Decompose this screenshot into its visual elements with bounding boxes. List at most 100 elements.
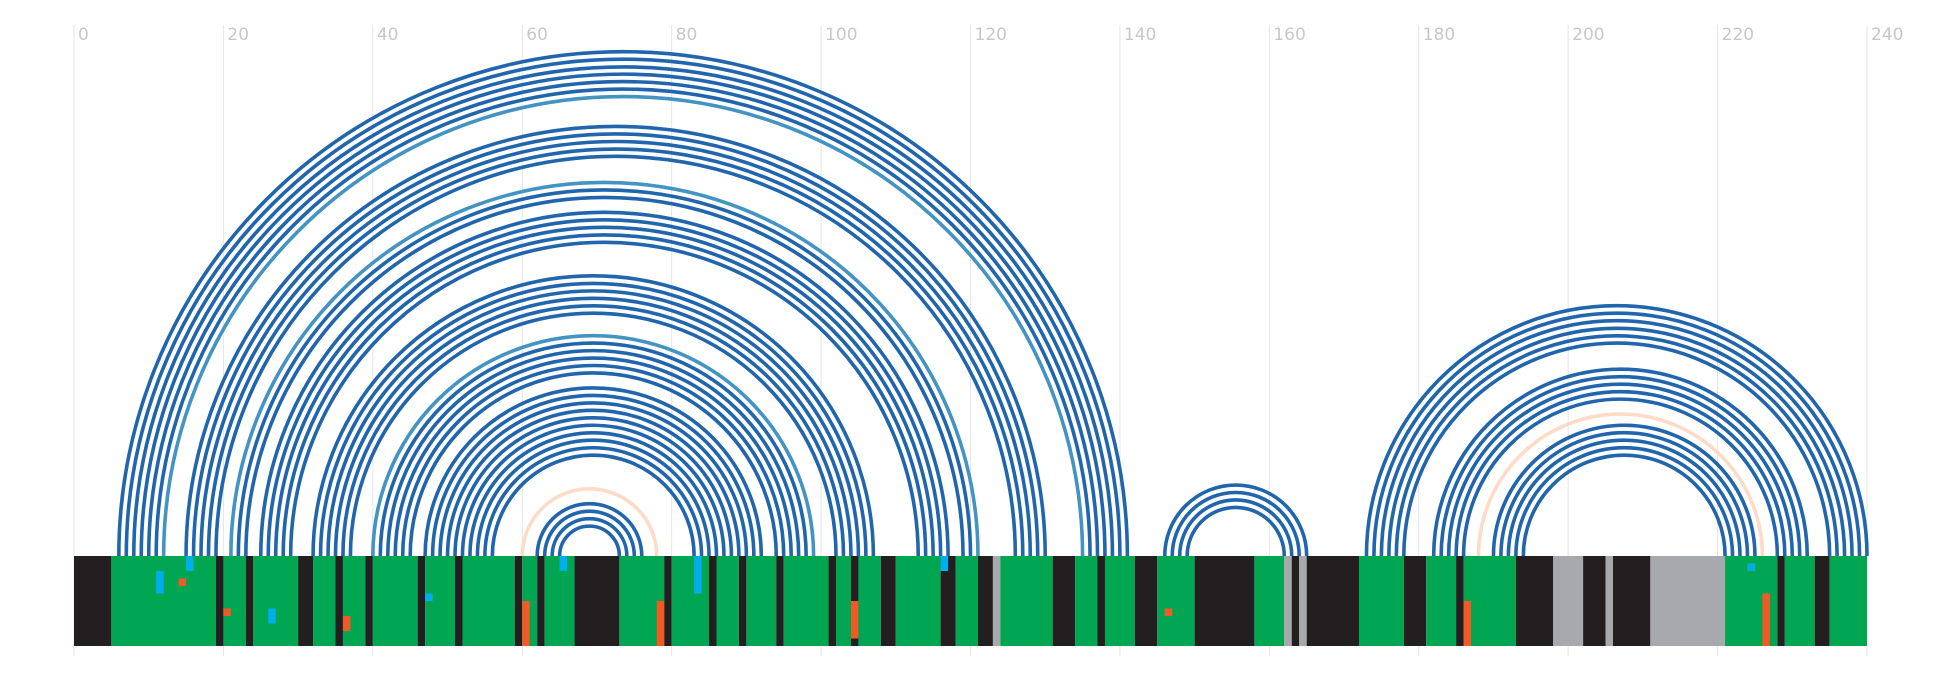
arc <box>266 218 943 557</box>
alignment-cell <box>522 601 530 646</box>
arc <box>475 438 711 557</box>
alignment-column <box>1157 556 1195 646</box>
alignment-cell <box>1463 601 1472 646</box>
arc <box>229 180 980 557</box>
arc <box>199 139 1033 557</box>
alignment-column <box>1515 556 1554 646</box>
arc <box>244 195 965 557</box>
arc <box>1476 412 1765 557</box>
arc <box>535 502 644 557</box>
arc <box>371 334 816 557</box>
alignment-column <box>1358 556 1404 646</box>
arc <box>333 296 853 557</box>
arc <box>258 210 950 557</box>
arc <box>1364 303 1869 557</box>
x-tick-label: 120 <box>975 25 1007 45</box>
alignment-cell <box>223 608 231 616</box>
alignment-column <box>111 556 216 646</box>
alignment-cell <box>342 616 351 631</box>
alignment-column <box>664 556 672 646</box>
alignment-column <box>858 556 881 646</box>
alignment-column <box>1291 556 1300 646</box>
alignment-cell <box>178 578 187 586</box>
arc <box>483 445 704 557</box>
alignment-column <box>828 556 837 646</box>
alignment-column <box>1306 556 1359 646</box>
alignment-column <box>1097 556 1105 646</box>
alignment-column <box>716 556 739 646</box>
x-tick-label: 80 <box>676 25 698 45</box>
alignment-column <box>1403 556 1427 646</box>
arc <box>1439 374 1802 557</box>
alignment-column <box>335 556 343 646</box>
arc <box>214 154 1018 557</box>
arc <box>542 509 637 557</box>
arc <box>124 57 1122 557</box>
arc <box>557 524 622 557</box>
x-tick-label: 140 <box>1124 25 1156 45</box>
alignment-column <box>746 556 777 646</box>
arc <box>341 303 846 557</box>
arc <box>468 430 719 557</box>
arc <box>400 363 786 557</box>
x-tick-label: 40 <box>377 25 399 45</box>
arc <box>1185 505 1287 557</box>
alignment-cell <box>1164 608 1173 616</box>
alignment-column <box>298 556 314 646</box>
alignment-column <box>895 556 941 646</box>
alignment-column <box>574 556 620 646</box>
arc <box>1379 319 1854 557</box>
arc <box>184 124 1048 557</box>
arc <box>550 516 629 557</box>
arc <box>1506 438 1742 557</box>
arc <box>288 240 921 557</box>
alignment-column <box>74 556 112 646</box>
alignment-cell <box>425 593 433 601</box>
x-tick-label: 100 <box>825 25 857 45</box>
alignment-cell <box>268 608 276 624</box>
alignment-column <box>880 556 896 646</box>
arc <box>1177 498 1294 557</box>
alignment-column <box>709 556 717 646</box>
arc <box>1446 382 1795 557</box>
arc <box>311 274 876 557</box>
alignment-column <box>1777 556 1785 646</box>
alignment-column <box>215 556 224 646</box>
alignment-column <box>1052 556 1076 646</box>
alignment-column <box>1612 556 1651 646</box>
alignment-column <box>1134 556 1158 646</box>
alignment-column <box>1463 556 1516 646</box>
arc <box>1394 333 1839 557</box>
alignment-column <box>223 556 246 646</box>
alignment-column <box>977 556 993 646</box>
alignment-column <box>1299 556 1307 646</box>
x-tick-label: 0 <box>78 25 89 45</box>
x-tick-label: 20 <box>227 25 249 45</box>
alignment-column <box>776 556 784 646</box>
arc <box>1387 326 1847 557</box>
arc <box>273 225 935 557</box>
alignment-column <box>738 556 747 646</box>
arc <box>393 356 793 557</box>
x-tick-label: 220 <box>1722 25 1754 45</box>
alignment-cell <box>186 556 194 571</box>
arc <box>236 188 973 557</box>
alignment-column <box>253 556 299 646</box>
alignment-column <box>1553 556 1584 646</box>
alignment-cell <box>156 571 164 594</box>
arc <box>453 416 734 557</box>
alignment-column <box>462 556 515 646</box>
alignment-cell <box>850 601 859 639</box>
x-tick-label: 240 <box>1871 25 1903 45</box>
alignment-column <box>992 556 1001 646</box>
alignment-cell <box>694 556 702 594</box>
alignment-column <box>783 556 829 646</box>
arc <box>206 147 1025 557</box>
alignment-column <box>1284 556 1292 646</box>
arc <box>131 64 1115 557</box>
alignment-column <box>514 556 523 646</box>
alignment-column <box>955 556 978 646</box>
arc <box>348 311 838 557</box>
alignment-column <box>1104 556 1135 646</box>
